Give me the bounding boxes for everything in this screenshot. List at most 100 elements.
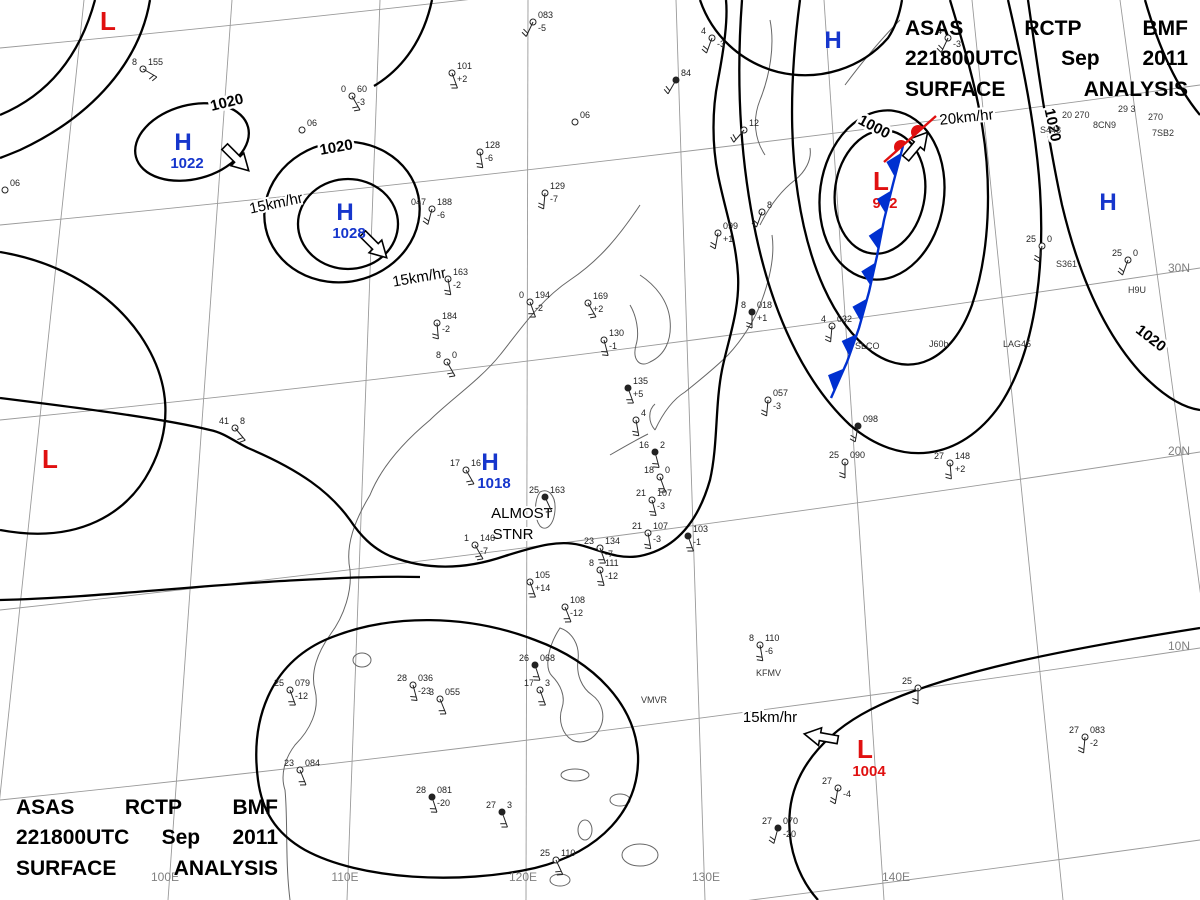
title-word: RCTP — [124, 795, 183, 819]
movement-arrow-icon — [901, 130, 929, 162]
wind-barb-feather-icon — [768, 839, 775, 844]
station-tendency: +1 — [757, 313, 767, 323]
wind-barb-icon — [1038, 245, 1043, 262]
station-plot: 27 3 — [486, 800, 512, 828]
latitude-label: 20N — [1168, 444, 1190, 458]
wind-barb-feather-icon — [1077, 749, 1084, 754]
station-temperature: 4 — [937, 26, 942, 36]
station-plot: 27 148 +2 — [934, 451, 970, 480]
station-plot: 083-5 — [521, 10, 553, 37]
station-plot: 184-2 — [432, 311, 457, 340]
station-pressure: 148 — [955, 451, 970, 461]
station-tendency: -3 — [357, 97, 365, 107]
high-pressure-center: H — [336, 199, 353, 226]
station-plot: 12 — [730, 118, 759, 143]
station-temperature: 8 — [749, 633, 754, 643]
low-pressure-center: L — [42, 444, 58, 474]
wind-barb-feather-icon — [665, 85, 671, 92]
wind-barb-icon — [501, 811, 508, 828]
wind-barb-feather-icon — [730, 136, 735, 143]
station-pressure: 169 — [593, 291, 608, 301]
wind-barb-icon — [627, 387, 634, 404]
wind-barb-feather-icon — [432, 336, 439, 340]
wind-barb-feather-icon — [912, 701, 919, 705]
wind-barb-icon — [651, 499, 657, 516]
annotation-text: STNR — [493, 526, 534, 543]
station-plot: 21 107 -3 — [632, 521, 668, 550]
station-temperature: 18 — [644, 465, 654, 475]
wind-barb-icon — [446, 361, 456, 377]
wind-barb-feather-icon — [449, 375, 456, 378]
wind-barb-feather-icon — [1078, 746, 1085, 750]
station-plot: 0 60 -3 — [341, 84, 367, 112]
wind-barb-feather-icon — [422, 220, 429, 225]
station-pressure: 103 — [693, 524, 708, 534]
station-plot: 135+5 — [624, 376, 648, 404]
cold-front-triangle-icon — [861, 262, 876, 286]
station-pressure: 110 — [765, 633, 779, 643]
station-temperature: 25 — [540, 848, 550, 858]
station-pressure: 018 — [757, 300, 772, 310]
wind-barb-icon — [534, 664, 541, 681]
station-tendency: -3 — [773, 401, 781, 411]
wind-barb-feather-icon — [839, 475, 846, 479]
station-pressure: 036 — [418, 673, 433, 683]
wind-barb-feather-icon — [945, 476, 952, 480]
station-pressure: 163 — [550, 485, 565, 495]
station-plot: 25 163 — [529, 485, 565, 513]
ship-id-label: VMVR — [641, 695, 668, 705]
ship-id-label: SLCO — [855, 341, 880, 351]
annotation-text: 20km/hr — [939, 106, 995, 129]
wind-barb-icon — [756, 211, 763, 228]
station-plot: 27 070 -20 — [762, 816, 798, 844]
longitude-label: 140E — [882, 870, 910, 884]
station-temperature: 8 — [436, 350, 441, 360]
title-word: Sep — [161, 826, 201, 850]
pressure-center-value: 1004 — [852, 763, 886, 780]
station-plot: 25 0 — [1112, 248, 1138, 276]
wind-barb-icon — [544, 496, 553, 512]
station-plot: 0 194 -2 — [519, 290, 550, 318]
wind-barb-icon — [447, 278, 452, 295]
wind-barb-icon — [706, 37, 713, 54]
station-temperature: 26 — [519, 653, 529, 663]
title-top-right-line-2: 221800UTC Sep 2011 — [905, 44, 1188, 74]
station-tendency: -7 — [480, 546, 488, 556]
wind-barb-feather-icon — [148, 74, 155, 80]
station-pressure: 134 — [605, 536, 620, 546]
station-temperature: 27 — [762, 816, 772, 826]
wind-barb-feather-icon — [538, 202, 545, 206]
station-plot: 16 2 — [639, 440, 665, 468]
chart-title-bottom-left: ASAS RCTP BMF 221800UTC Sep 2011 SURFACE ANALYS… — [16, 793, 278, 884]
station-plot: 06 — [571, 110, 590, 126]
title-bottom-left-line-3: SURFACE ANALYSIS — [16, 854, 278, 884]
title-word: 221800UTC — [16, 826, 130, 850]
latitude-label: 30N — [1168, 261, 1190, 275]
station-plot: 25 — [902, 676, 922, 705]
station-tendency: -6 — [485, 153, 493, 163]
station-plot: 130-1 — [600, 328, 624, 356]
station-temperature: 25 — [829, 450, 839, 460]
wind-barb-feather-icon — [411, 699, 418, 701]
longitude-label: 100E — [151, 870, 179, 884]
station-plot: 1606 — [1, 178, 20, 194]
station-pressure: 8 — [240, 416, 245, 426]
station-plot: 17 3 — [524, 678, 550, 706]
station-pressure: 108 — [570, 595, 585, 605]
station-tendency: -20 — [783, 829, 796, 839]
wind-barb-feather-icon — [644, 543, 651, 546]
wind-barb-feather-icon — [466, 480, 473, 483]
station-temperature: 3 — [429, 687, 434, 697]
wind-barb-feather-icon — [850, 434, 857, 439]
wind-barb-icon — [687, 535, 694, 552]
station-pressure: 101 — [457, 61, 472, 71]
wind-barb-icon — [603, 339, 609, 356]
wind-barb-feather-icon — [239, 439, 246, 443]
warm-front-bump-icon — [911, 125, 924, 137]
station-pressure: 12 — [749, 118, 759, 128]
station-temperature: 4 — [821, 314, 826, 324]
wind-barb-icon — [599, 569, 605, 586]
station-pressure: 4 — [641, 408, 646, 418]
